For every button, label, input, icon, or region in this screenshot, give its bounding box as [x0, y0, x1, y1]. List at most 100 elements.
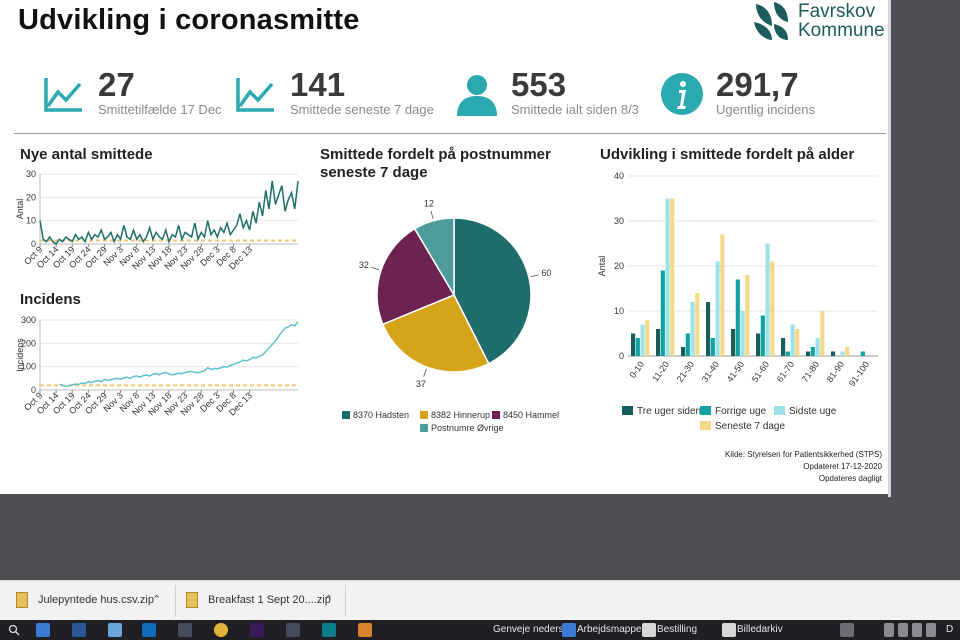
pie-slice [413, 217, 455, 298]
file-icon[interactable] [108, 623, 122, 637]
word-icon[interactable] [72, 623, 86, 637]
source-frequency: Opdateres dagligt [818, 474, 882, 483]
edge-icon[interactable] [36, 623, 50, 637]
chevron-up-icon[interactable] [884, 623, 894, 637]
bar [860, 351, 865, 356]
bar-legend-three-weeks: Tre uger siden [622, 406, 701, 417]
pie-data-label: 60 [541, 268, 551, 278]
logo-line1: Favrskov [798, 1, 876, 22]
taskbar: Genveje nederst Arbejdsmappe Bestilling … [0, 620, 960, 640]
x-tick-label: 31-40 [700, 359, 721, 384]
app-cp-icon[interactable] [358, 623, 372, 637]
kpi-label: Ugentlig incidens [716, 102, 816, 117]
folder-icon [562, 623, 576, 637]
bar [806, 351, 811, 356]
header-divider [14, 133, 886, 134]
bar [710, 338, 715, 356]
taskbar-item-genveje[interactable]: Genveje nederst [493, 624, 567, 635]
legend-swatch [420, 424, 428, 432]
y-tick-label: 300 [21, 315, 36, 325]
series-line [39, 180, 299, 246]
bar [685, 333, 690, 356]
y-tick-label: 30 [26, 169, 36, 179]
y-tick-label: 200 [21, 338, 36, 348]
download-separator [175, 585, 176, 617]
legend-swatch [774, 406, 785, 415]
speaker-icon[interactable] [898, 623, 908, 637]
people-icon[interactable] [840, 623, 854, 637]
chart-title-new-cases: Nye antal smittede [20, 146, 153, 163]
y-tick-label: 30 [614, 216, 624, 226]
y-tick-label: 100 [21, 362, 36, 372]
chart-title-pie: Smittede fordelt på postnummer seneste 7… [320, 146, 551, 181]
chrome-icon[interactable] [214, 623, 228, 637]
x-tick-label: 91-100 [847, 359, 871, 388]
pie-legend-other: Postnumre Øvrige [420, 423, 504, 433]
bar [656, 329, 661, 356]
y-tick-label: 0 [31, 385, 36, 395]
app-fp-icon[interactable] [322, 623, 336, 637]
x-tick-label: 71-80 [800, 359, 821, 384]
premiere-icon[interactable] [250, 623, 264, 637]
logo-line2: Kommune [798, 20, 885, 41]
pie-legend-hinnerup: 8382 Hinnerup [420, 410, 490, 420]
download-name: Breakfast 1 Sept 20....zip [208, 594, 331, 606]
keyboard-icon[interactable] [926, 623, 936, 637]
x-tick-label: 0-10 [628, 359, 647, 379]
outlook-icon[interactable] [142, 623, 156, 637]
taskbar-item-bestilling[interactable]: Bestilling [657, 624, 698, 635]
bar [690, 302, 695, 356]
bar [740, 311, 745, 356]
pie-slice [376, 227, 456, 326]
app-icon[interactable] [286, 623, 300, 637]
x-tick-label: 81-90 [825, 359, 846, 384]
zip-file-icon [186, 592, 198, 608]
bar [770, 261, 775, 356]
kpi-label: Smittetilfælde 17 Dec [98, 102, 222, 117]
network-icon[interactable] [912, 623, 922, 637]
bar [815, 338, 820, 356]
taskbar-item-arbejdsmappe[interactable]: Arbejdsmappe [577, 624, 642, 635]
app-icon[interactable] [178, 623, 192, 637]
pie-leader-line [430, 210, 434, 219]
pie-data-label: 12 [424, 198, 434, 208]
download-item-2[interactable]: Breakfast 1 Sept 20....zip ⌃ [186, 581, 336, 621]
bar [731, 329, 736, 356]
source-updated: Opdateret 17-12-2020 [803, 462, 882, 471]
chevron-up-icon[interactable]: ⌃ [152, 594, 162, 606]
folder-icon [722, 623, 736, 637]
bar [706, 302, 711, 356]
pie-slice [381, 294, 490, 373]
kpi-label: Smittede ialt siden 8/3 [511, 102, 639, 117]
download-item-1[interactable]: Julepyntede hus.csv.zip ⌃ [16, 581, 166, 621]
report-border [888, 0, 891, 497]
bar [645, 320, 650, 356]
pie-slice [453, 217, 532, 365]
pie-data-label: 37 [416, 379, 426, 389]
series-line [59, 321, 299, 388]
bar-legend-last-7-days: Seneste 7 dage [700, 421, 785, 432]
y-tick-label: 0 [619, 351, 624, 361]
search-icon[interactable] [8, 624, 20, 636]
taskbar-item-billedarkiv[interactable]: Billedarkiv [737, 624, 783, 635]
download-separator [345, 585, 346, 617]
y-tick-label: 10 [614, 306, 624, 316]
chevron-up-icon[interactable]: ⌃ [324, 594, 334, 606]
y-tick-label: 20 [26, 192, 36, 202]
bar [715, 261, 720, 356]
download-name: Julepyntede hus.csv.zip [38, 594, 154, 606]
bar [790, 324, 795, 356]
legend-swatch [342, 411, 350, 419]
bar [640, 324, 645, 356]
x-tick-label: 41-50 [725, 359, 746, 384]
bar [635, 338, 640, 356]
bar [720, 234, 725, 356]
leaf-logo-icon [754, 2, 788, 40]
bar [745, 275, 750, 356]
person-icon [457, 75, 497, 116]
bar [810, 347, 815, 356]
bar [735, 279, 740, 356]
bar [795, 329, 800, 356]
